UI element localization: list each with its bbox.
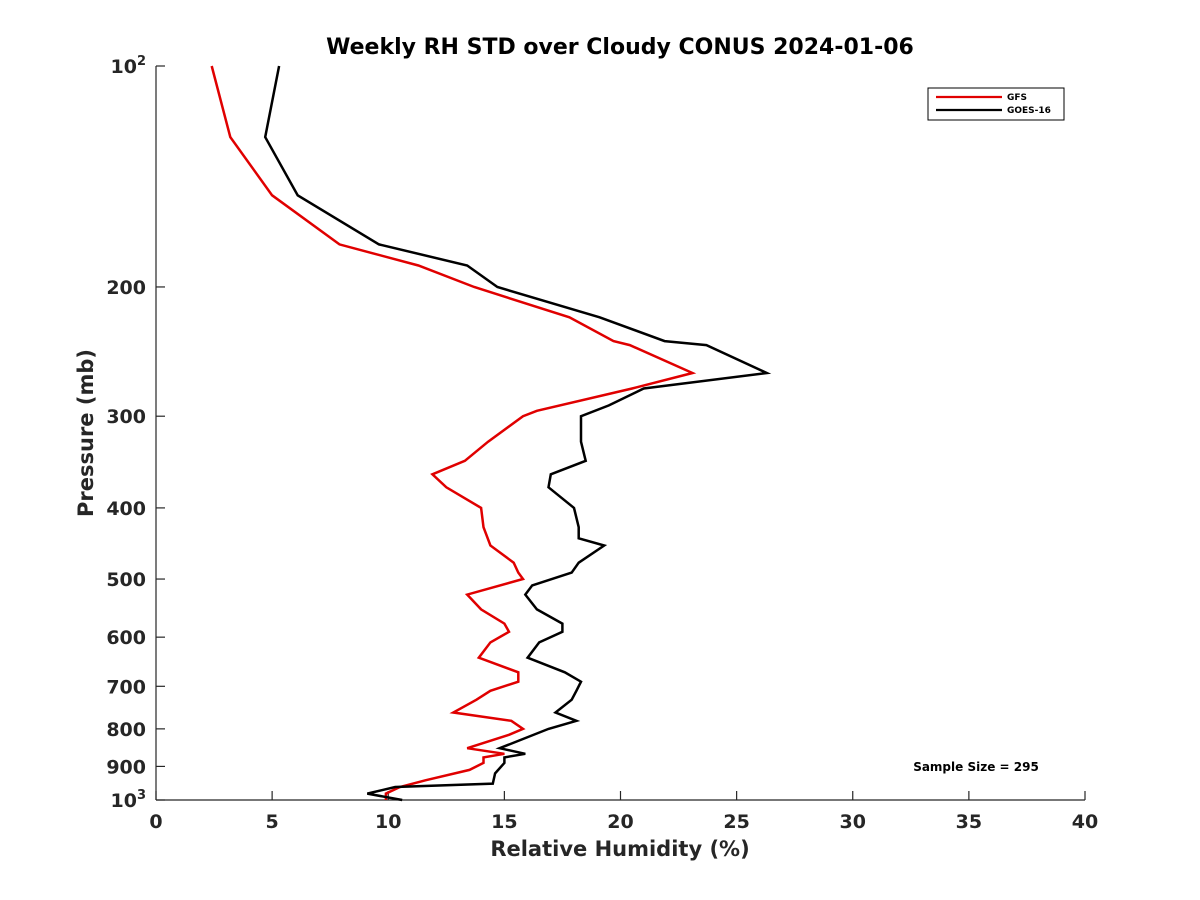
legend-label-gfs: GFS (1007, 93, 1027, 103)
y-tick-label: 600 (106, 627, 146, 649)
legend-label-goes16: GOES-16 (1007, 106, 1051, 116)
y-tick-label: 500 (106, 569, 146, 591)
series-lines (210, 65, 772, 802)
x-tick-label: 0 (149, 811, 162, 833)
plot-area: 0 5 10 15 20 25 30 35 40 10220030040050060070080… (106, 54, 1098, 833)
legend: GFS GOES-16 (927, 87, 1065, 121)
x-tick-label: 35 (956, 811, 982, 833)
y-tick-label: 300 (106, 406, 146, 428)
x-tick-label: 25 (723, 811, 749, 833)
series-line-gfs (210, 65, 697, 800)
x-tick-label: 20 (607, 811, 633, 833)
y-tick-label: 700 (106, 676, 146, 698)
y-tick-label: 400 (106, 498, 146, 520)
chart-title: Weekly RH STD over Cloudy CONUS 2024-01-… (326, 35, 914, 60)
y-tick-label: 200 (106, 277, 146, 299)
x-tick-label: 40 (1072, 811, 1098, 833)
x-tick-label: 5 (266, 811, 279, 833)
y-axis-label: Pressure (mb) (74, 349, 98, 517)
y-tick-label: 900 (106, 756, 146, 778)
x-tick-label: 15 (491, 811, 517, 833)
sample-size-annotation: Sample Size = 295 (913, 760, 1039, 774)
x-tick-label: 10 (375, 811, 401, 833)
series-line-goes16 (263, 65, 772, 802)
y-tick-label: 800 (106, 719, 146, 741)
legend-box (927, 87, 1065, 121)
x-ticks: 0 5 10 15 20 25 30 35 40 (149, 791, 1098, 833)
x-tick-label: 30 (840, 811, 866, 833)
x-axis-label: Relative Humidity (%) (490, 837, 749, 861)
